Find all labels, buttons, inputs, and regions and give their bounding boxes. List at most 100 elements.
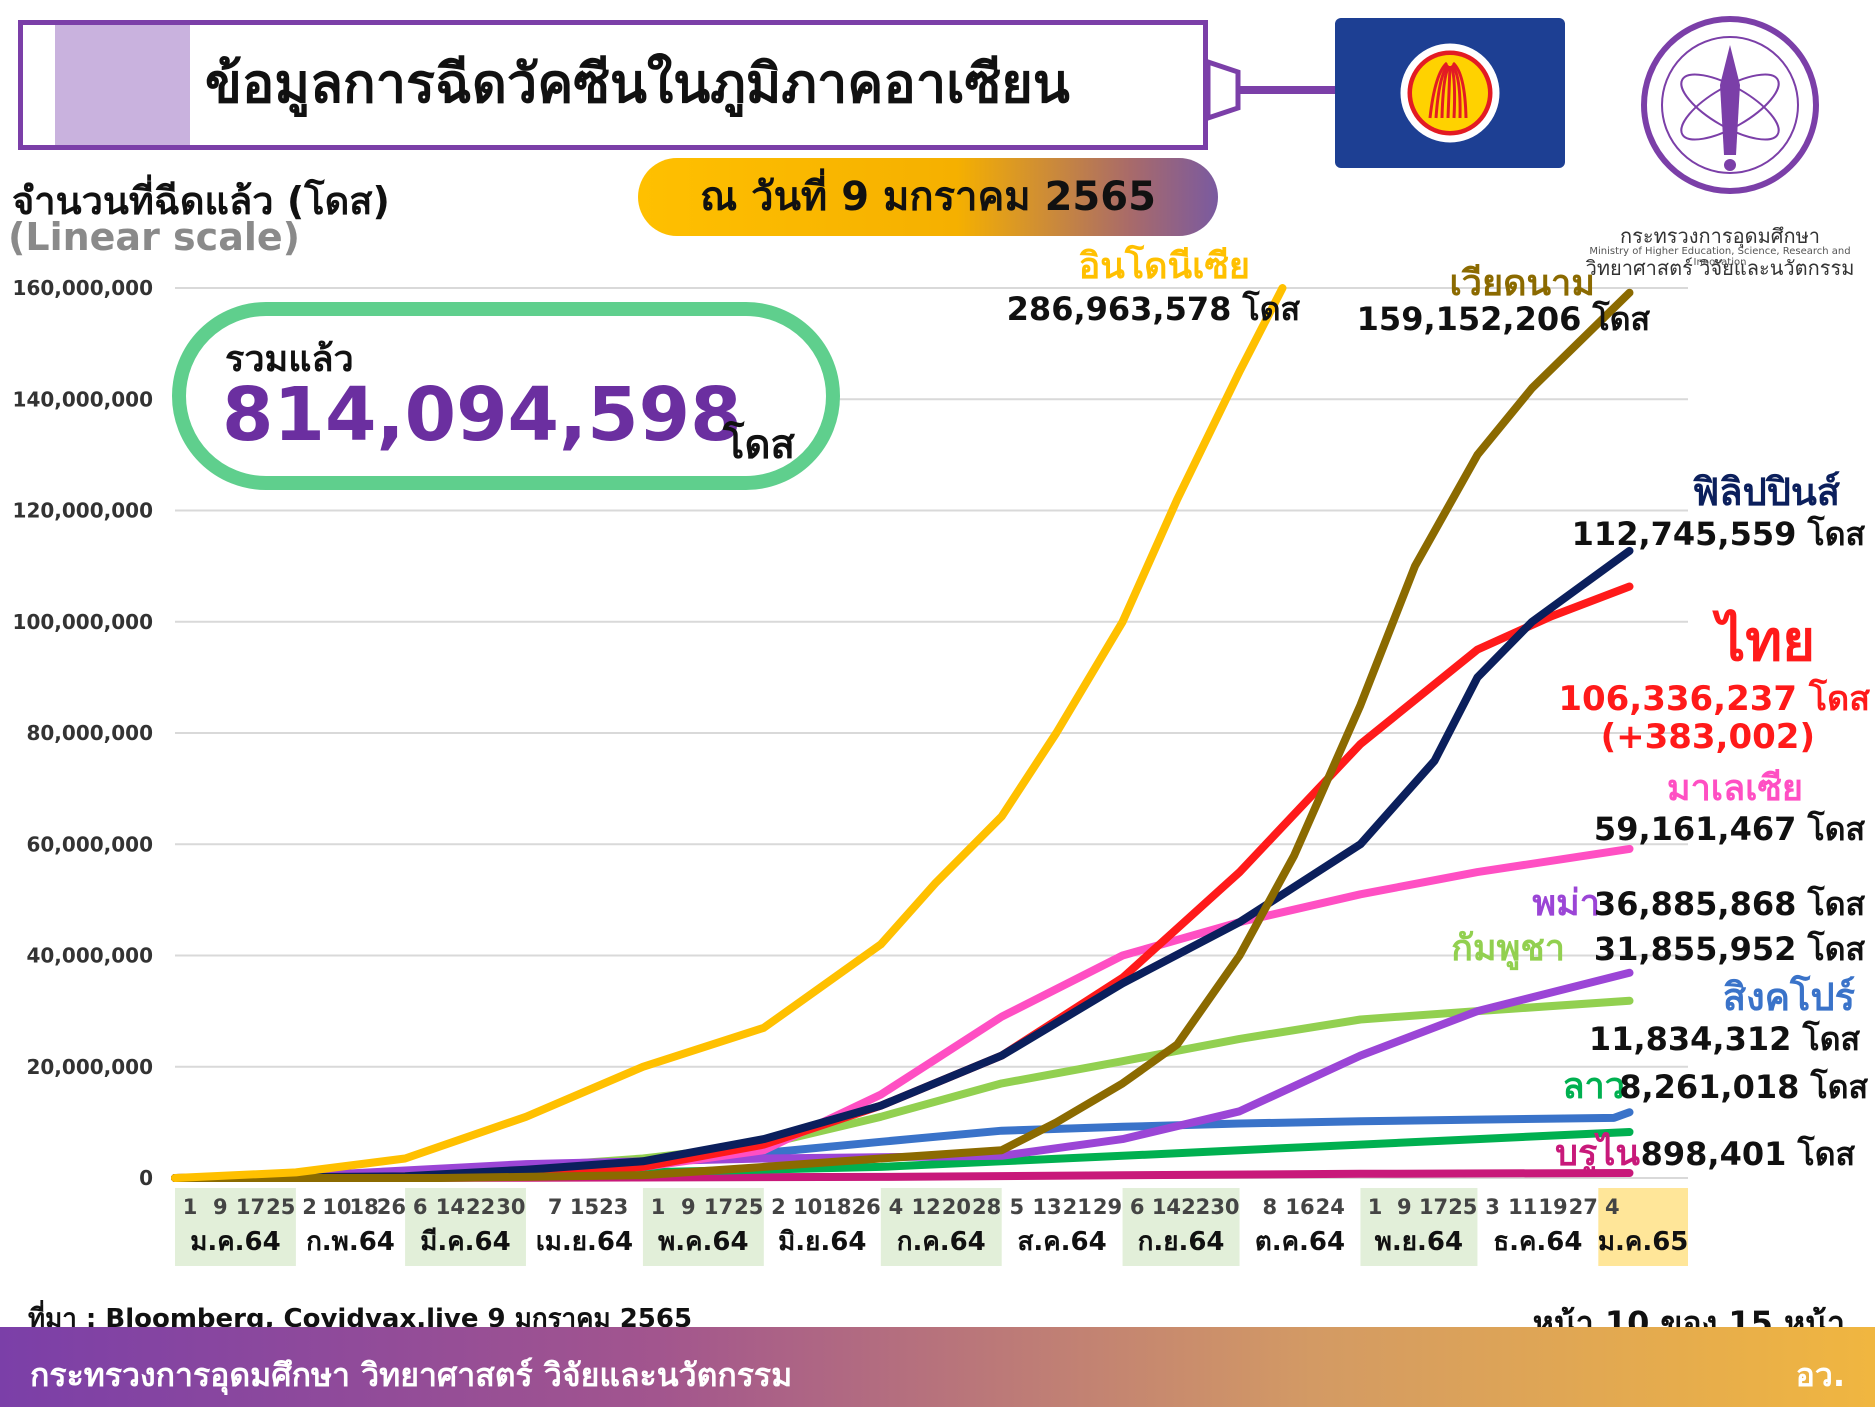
series-value-label: 8,261,018 โดส bbox=[1619, 1068, 1868, 1106]
x-day-label: 26 bbox=[852, 1195, 881, 1219]
total-value: 814,094,598 bbox=[222, 372, 742, 458]
title-banner bbox=[18, 20, 1208, 150]
x-day-label: 11 bbox=[1508, 1195, 1537, 1219]
title-accent bbox=[55, 25, 190, 145]
series-line bbox=[171, 546, 1634, 1182]
y-tick-label: 80,000,000 bbox=[26, 721, 153, 745]
x-day-label: 14 bbox=[436, 1195, 465, 1219]
x-day-label: 23 bbox=[599, 1195, 628, 1219]
x-day-label: 3 bbox=[1485, 1195, 1500, 1219]
x-day-label: 22 bbox=[1181, 1195, 1210, 1219]
date-badge: ณ วันที่ 9 มกราคม 2565 bbox=[638, 158, 1218, 236]
series-value-label: 31,855,952 โดส bbox=[1594, 930, 1866, 968]
month-band bbox=[880, 1188, 1002, 1266]
x-day-label: 4 bbox=[889, 1195, 904, 1219]
x-day-label: 9 bbox=[681, 1195, 696, 1219]
x-day-label: 2 bbox=[302, 1195, 317, 1219]
month-band bbox=[1360, 1188, 1478, 1266]
x-day-label: 1 bbox=[183, 1195, 198, 1219]
x-day-label: 10 bbox=[793, 1195, 822, 1219]
x-day-label: 19 bbox=[1538, 1195, 1567, 1219]
x-day-label: 9 bbox=[213, 1195, 228, 1219]
series-line bbox=[171, 284, 1287, 1182]
series-name-label: บรูไน bbox=[1555, 1131, 1640, 1176]
month-band bbox=[642, 1188, 764, 1266]
y-tick-label: 140,000,000 bbox=[13, 387, 153, 411]
series-name-label: มาเลเซีย bbox=[1667, 768, 1803, 809]
x-month-label: มิ.ย.64 bbox=[778, 1227, 866, 1257]
series-line bbox=[171, 996, 1634, 1182]
total-label: รวมแล้ว bbox=[225, 339, 354, 380]
x-day-label: 10 bbox=[322, 1195, 351, 1219]
y-scale-note: (Linear scale) bbox=[8, 215, 300, 259]
y-axis-title: จำนวนที่ฉีดแล้ว (โดส) bbox=[12, 179, 390, 223]
x-day-label: 14 bbox=[1152, 1195, 1181, 1219]
x-day-label: 17 bbox=[1419, 1195, 1448, 1219]
x-day-label: 13 bbox=[1032, 1195, 1061, 1219]
series-value-label: 59,161,467 โดส bbox=[1594, 810, 1866, 848]
series-name-label: ฟิลิปปินส์ bbox=[1692, 470, 1840, 514]
y-tick-label: 120,000,000 bbox=[13, 499, 153, 523]
page-title: ข้อมูลการฉีดวัคซีนในภูมิภาคอาเซียน bbox=[205, 52, 1070, 115]
x-month-label: ก.พ.64 bbox=[306, 1227, 395, 1257]
x-day-label: 27 bbox=[1569, 1195, 1598, 1219]
y-tick-label: 20,000,000 bbox=[26, 1055, 153, 1079]
series-value-label: 898,401 โดส bbox=[1641, 1135, 1856, 1173]
series-line bbox=[171, 968, 1634, 1182]
series-name-label: ลาว bbox=[1563, 1066, 1626, 1107]
series-value-label: 106,336,237 โดส bbox=[1558, 678, 1870, 719]
x-day-label: 5 bbox=[1009, 1195, 1024, 1219]
series-name-label: สิงคโปร์ bbox=[1723, 974, 1856, 1019]
x-day-label: 7 bbox=[548, 1195, 563, 1219]
y-tick-label: 160,000,000 bbox=[13, 276, 153, 300]
footer-bar bbox=[0, 1327, 1875, 1407]
y-tick-label: 100,000,000 bbox=[13, 610, 153, 634]
x-day-label: 18 bbox=[350, 1195, 379, 1219]
y-tick-label: 40,000,000 bbox=[26, 944, 153, 968]
x-day-label: 8 bbox=[1262, 1195, 1277, 1219]
series-extra-label: (+383,002) bbox=[1601, 717, 1815, 757]
month-band bbox=[1598, 1188, 1688, 1266]
x-day-label: 21 bbox=[1063, 1195, 1092, 1219]
ministry-seal-icon bbox=[1640, 15, 1820, 195]
x-day-label: 22 bbox=[466, 1195, 495, 1219]
month-band bbox=[405, 1188, 526, 1266]
x-day-label: 25 bbox=[1448, 1195, 1477, 1219]
x-day-label: 20 bbox=[942, 1195, 971, 1219]
x-day-label: 17 bbox=[236, 1195, 265, 1219]
x-month-label: เม.ย.64 bbox=[536, 1227, 633, 1257]
series-name-label: พม่า bbox=[1532, 883, 1600, 924]
x-day-label: 17 bbox=[704, 1195, 733, 1219]
series-line bbox=[171, 288, 1634, 1182]
x-month-label: ธ.ค.64 bbox=[1493, 1227, 1582, 1257]
y-tick-label: 0 bbox=[139, 1166, 153, 1190]
x-day-label: 9 bbox=[1397, 1195, 1412, 1219]
x-month-label: ม.ค.65 bbox=[1598, 1227, 1688, 1257]
series-name-label: อินโดนีเซีย bbox=[1079, 244, 1250, 287]
x-month-label: ส.ค.64 bbox=[1018, 1227, 1107, 1257]
syringe-tip-icon bbox=[1208, 59, 1338, 121]
x-day-label: 1 bbox=[1368, 1195, 1383, 1219]
x-day-label: 16 bbox=[1285, 1195, 1314, 1219]
x-day-label: 25 bbox=[266, 1195, 295, 1219]
month-band bbox=[175, 1188, 296, 1266]
x-day-label: 18 bbox=[822, 1195, 851, 1219]
x-day-label: 12 bbox=[912, 1195, 941, 1219]
y-tick-label: 60,000,000 bbox=[26, 832, 153, 856]
series-name-label: เวียดนาม bbox=[1449, 263, 1595, 304]
ministry-name-en: Ministry of Higher Education, Science, R… bbox=[1589, 246, 1851, 268]
series-name-label: กัมพูชา bbox=[1451, 928, 1565, 971]
x-day-label: 30 bbox=[496, 1195, 525, 1219]
series-value-label: 112,745,559 โดส bbox=[1572, 515, 1866, 553]
month-band bbox=[1122, 1188, 1240, 1266]
ministry-name: กระทรวงการอุดมศึกษา วิทยาศาสตร์ วิจัยและ… bbox=[1585, 224, 1855, 280]
x-month-label: ต.ค.64 bbox=[1255, 1227, 1345, 1257]
footer-org-short: อว. bbox=[1795, 1356, 1845, 1394]
series-value-label: 36,885,868 โดส bbox=[1594, 885, 1866, 923]
x-day-label: 1 bbox=[651, 1195, 666, 1219]
x-month-label: พ.ค.64 bbox=[658, 1227, 748, 1257]
vaccination-line-chart: 0 20,000,000 40,000,000 60,000,000 80,000,00… bbox=[13, 244, 1870, 1266]
x-day-label: 28 bbox=[972, 1195, 1001, 1219]
x-month-label: พ.ย.64 bbox=[1375, 1227, 1463, 1257]
x-month-label: มี.ค.64 bbox=[420, 1227, 510, 1257]
